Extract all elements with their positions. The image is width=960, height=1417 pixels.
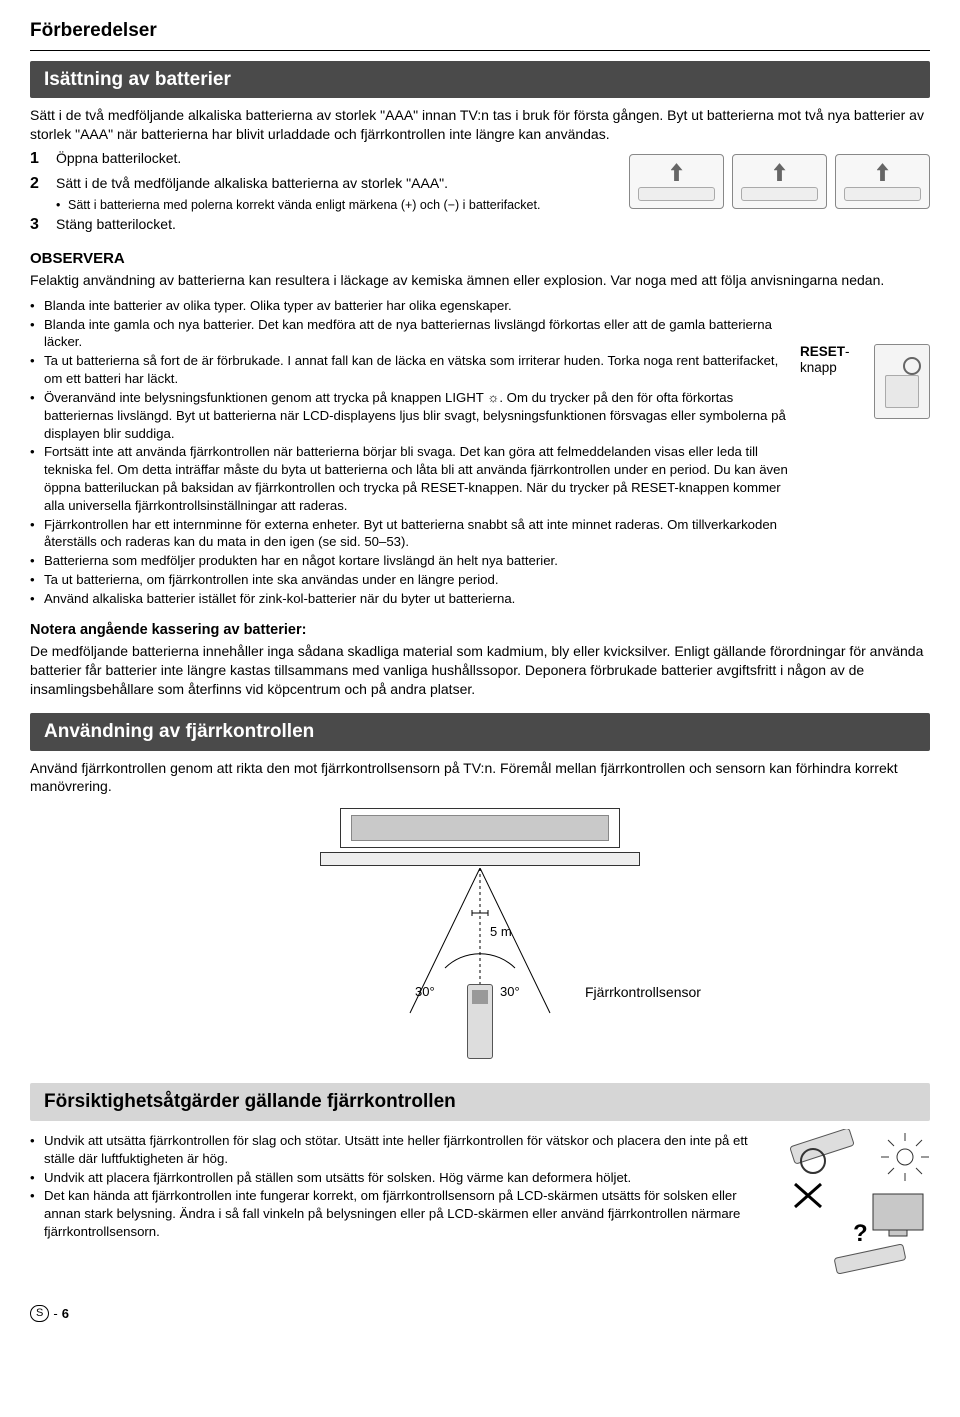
step-1: 1 Öppna batterilocket. <box>30 148 611 170</box>
tv-body-icon <box>340 808 620 848</box>
step-number: 3 <box>30 214 56 236</box>
section2-intro: Använd fjärrkontrollen genom att rikta d… <box>30 759 930 797</box>
title-divider <box>30 50 930 51</box>
step-text: Öppna batterilocket. <box>56 149 181 168</box>
observe-bullet: Blanda inte gamla och nya batterier. Det… <box>30 316 790 352</box>
observe-bullet: Använd alkaliska batterier istället för … <box>30 590 790 608</box>
observe-bullet: Fortsätt inte att använda fjärrkontrolle… <box>30 443 790 514</box>
tv-speaker-icon <box>320 852 640 866</box>
section-battery-title: Isättning av batterier <box>30 61 930 99</box>
footer-dash: - <box>53 1305 57 1323</box>
battery-img-2 <box>732 154 827 209</box>
precaution-image: ? <box>785 1129 930 1279</box>
battery-img-3 <box>835 154 930 209</box>
battery-img-1 <box>629 154 724 209</box>
dispose-heading: Notera angående kassering av batterier: <box>30 621 930 641</box>
page-title: Förberedelser <box>30 18 930 44</box>
tv-diagram: 5 m 30° 30° Fjärrkontrollsensor <box>230 808 730 1063</box>
svg-text:?: ? <box>853 1220 868 1247</box>
step-3: 3 Stäng batterilocket. <box>30 214 611 236</box>
observe-bullets: Blanda inte batterier av olika typer. Ol… <box>30 297 790 608</box>
page-footer: S - 6 <box>30 1305 930 1323</box>
precaution-bullet: Undvik att utsätta fjärrkontrollen för s… <box>30 1132 771 1168</box>
observe-bullet: Ta ut batterierna, om fjärrkontrollen in… <box>30 571 790 589</box>
step-number: 2 <box>30 173 56 195</box>
observe-heading: OBSERVERA <box>30 249 930 269</box>
observe-bullet: Ta ut batterierna så fort de är förbruka… <box>30 352 790 388</box>
step-number: 1 <box>30 148 56 170</box>
step-text: Sätt i de två medföljande alkaliska batt… <box>56 174 448 193</box>
reset-label: RESET-knapp <box>800 344 868 609</box>
step-2-sub: Sätt i batterierna med polerna korrekt v… <box>56 197 611 214</box>
footer-page-number: 6 <box>62 1305 69 1323</box>
observe-intro: Felaktig användning av batterierna kan r… <box>30 271 930 290</box>
reset-image <box>874 344 930 419</box>
steps-list: 1 Öppna batterilocket. 2 Sätt i de två m… <box>30 148 611 236</box>
observe-bullet: Fjärrkontrollen har ett internminne för … <box>30 516 790 552</box>
precaution-bullet: Det kan hända att fjärrkontrollen inte f… <box>30 1187 771 1240</box>
section-remote-title: Användning av fjärrkontrollen <box>30 713 930 751</box>
section-precaution-title: Försiktighetsåtgärder gällande fjärrkont… <box>30 1083 930 1121</box>
angle-left-label: 30° <box>415 983 435 1001</box>
battery-step-images <box>629 148 930 209</box>
precaution-bullet: Undvik att placera fjärrkontrollen på st… <box>30 1169 771 1187</box>
dispose-body: De medföljande batterierna innehåller in… <box>30 642 930 699</box>
observe-bullet: Blanda inte batterier av olika typer. Ol… <box>30 297 790 315</box>
observe-bullet: Batterierna som medföljer produkten har … <box>30 552 790 570</box>
distance-label: 5 m <box>490 923 512 941</box>
sensor-label: Fjärrkontrollsensor <box>585 983 701 1002</box>
angle-right-label: 30° <box>500 983 520 1001</box>
reset-aside: RESET-knapp <box>800 294 930 609</box>
precaution-bullets: Undvik att utsätta fjärrkontrollen för s… <box>30 1132 771 1241</box>
section1-intro: Sätt i de två medföljande alkaliska batt… <box>30 106 930 144</box>
footer-section-letter: S <box>30 1305 49 1322</box>
remote-control-icon <box>467 984 493 1059</box>
reset-bold: RESET <box>800 344 845 359</box>
observe-bullet: Överanvänd inte belysningsfunktionen gen… <box>30 389 790 442</box>
step-2: 2 Sätt i de två medföljande alkaliska ba… <box>30 173 611 195</box>
step-text: Stäng batterilocket. <box>56 215 176 234</box>
